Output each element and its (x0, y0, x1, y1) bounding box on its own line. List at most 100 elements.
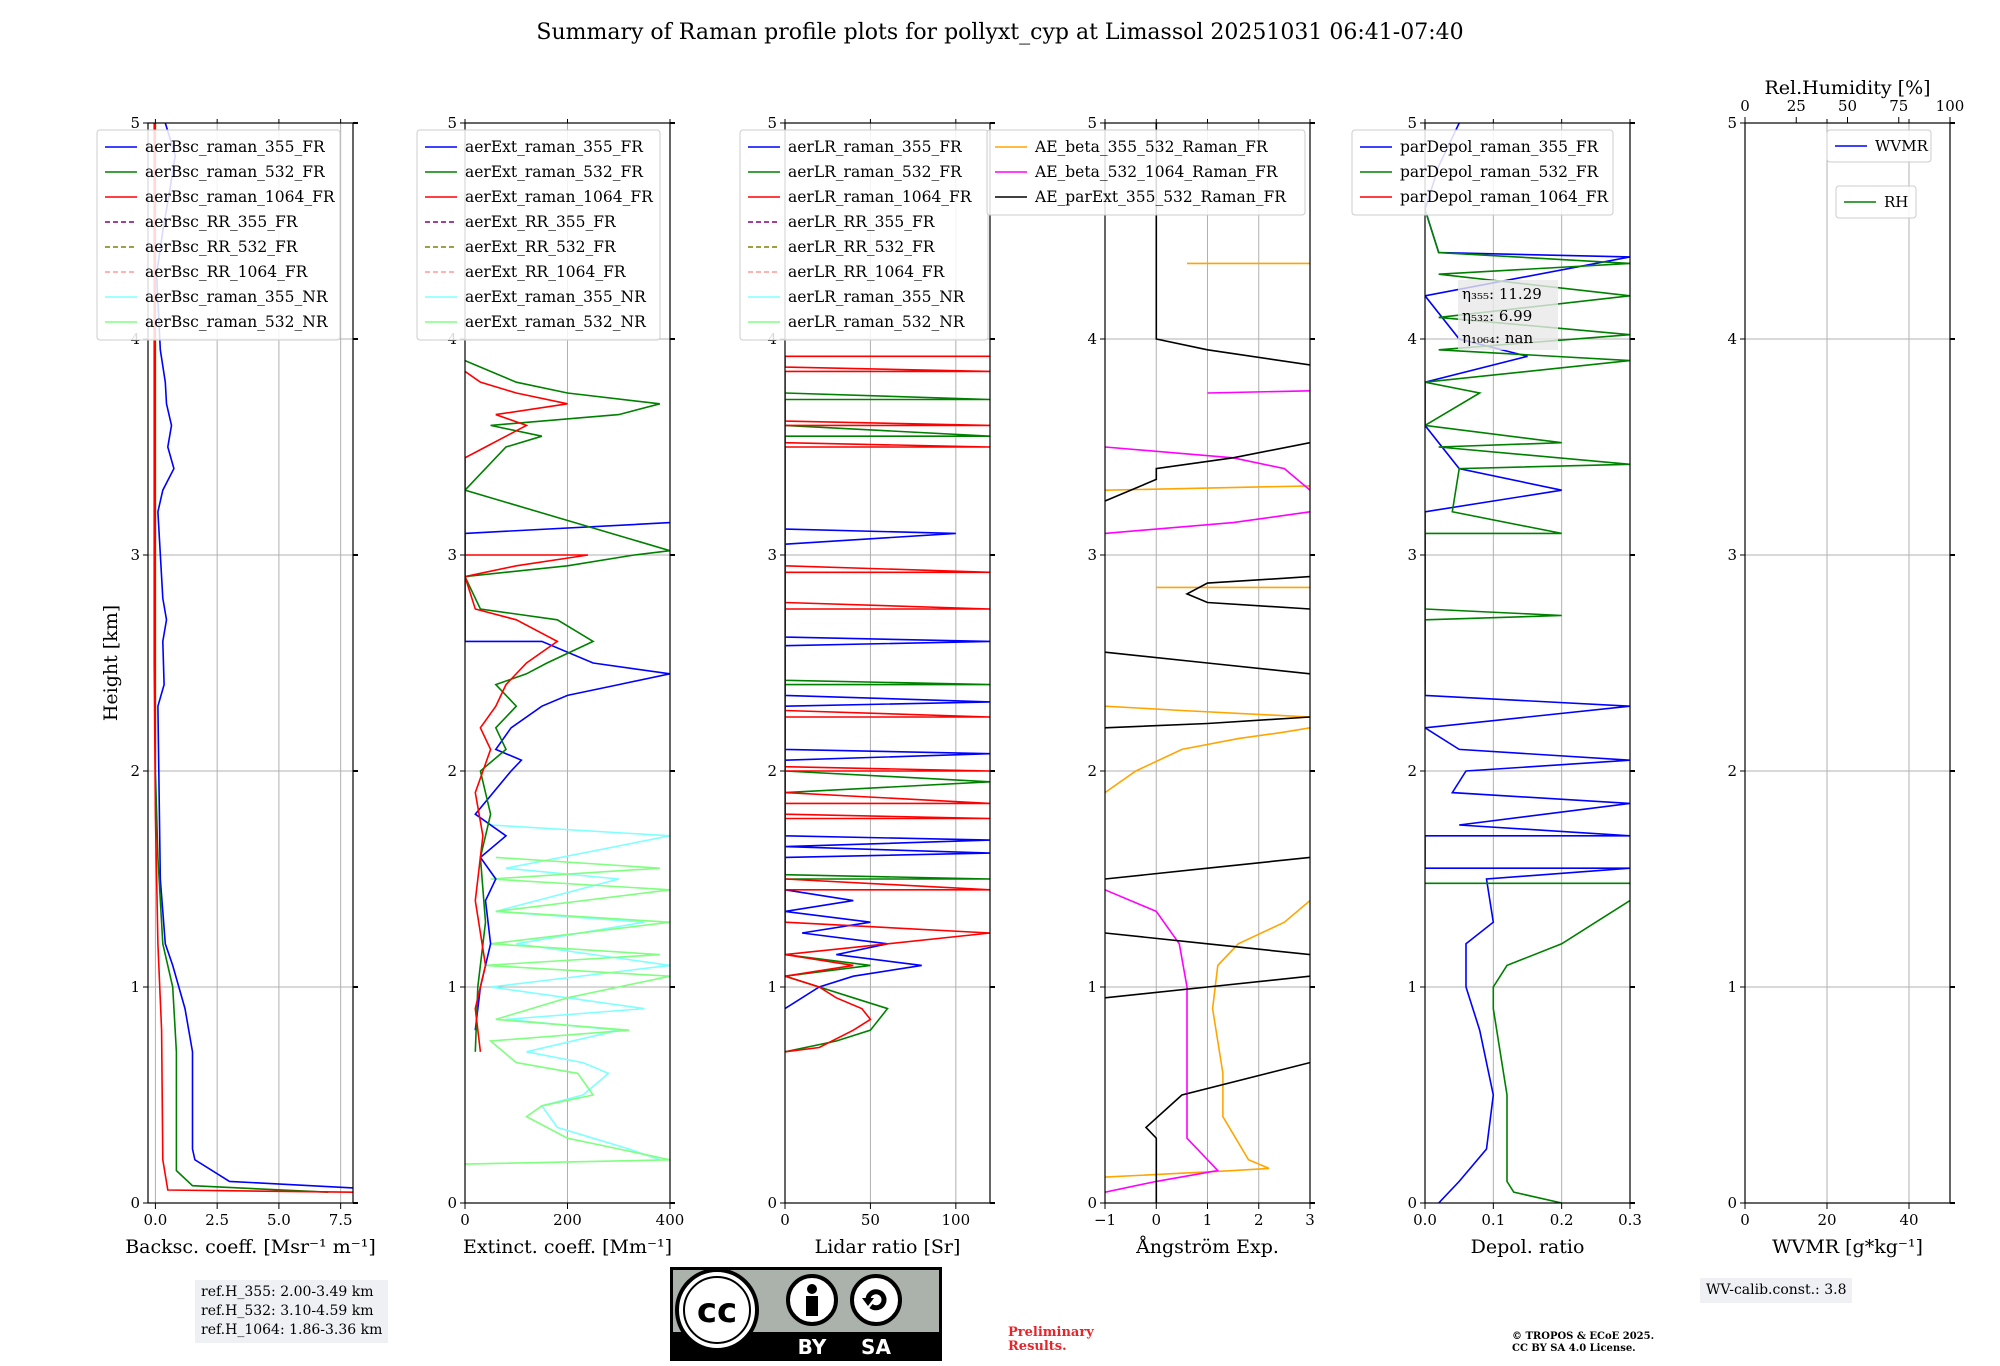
y-tick-label: 5 (1727, 114, 1737, 132)
legend-label: aerLR_raman_355_NR (788, 288, 966, 306)
top-tick-label: 100 (1936, 97, 1965, 115)
axes-frame (1744, 122, 1951, 1204)
by-label: BY (798, 1335, 827, 1359)
legend-label: aerExt_raman_355_NR (465, 288, 647, 306)
top-tick-label: 0 (1740, 97, 1750, 115)
y-tick-label: 3 (1727, 546, 1737, 564)
x-tick-label: 0.0 (143, 1211, 167, 1229)
top-tick-label: 25 (1787, 97, 1806, 115)
y-tick-label: 0 (767, 1194, 777, 1212)
series-line-aerExt_raman_532_NR (465, 856, 670, 1165)
y-tick-label: 4 (1727, 330, 1737, 348)
y-tick-label: 1 (1087, 978, 1097, 996)
x-tick-label: 0.2 (1550, 1211, 1574, 1229)
series-line-aerBsc_raman_1064_FR (153, 123, 353, 1193)
legend-label: aerExt_raman_1064_FR (465, 188, 654, 206)
legend-label: aerBsc_raman_355_NR (145, 288, 329, 306)
legend: parDepol_raman_355_FR parDepol_raman_532_… (1351, 129, 1614, 216)
ref-height-1064: ref.H_1064: 1.86-3.36 km (201, 1322, 383, 1338)
y-axis-label: Height [km] (100, 605, 122, 721)
y-tick-label: 4 (1407, 330, 1417, 348)
legend-label: AE_beta_355_532_Raman_FR (1034, 138, 1269, 156)
y-tick-label: 3 (767, 546, 777, 564)
series-line-parDepol_raman_532_FR (1425, 209, 1630, 1203)
legend-box: RH (1835, 185, 1917, 219)
x-tick-label: 400 (656, 1211, 685, 1229)
legend-label: aerExt_raman_355_FR (465, 138, 644, 156)
series-line-aerLR_raman_1064_FR (785, 355, 990, 1053)
legend-label: parDepol_raman_532_FR (1400, 163, 1600, 181)
legend-label: RH (1884, 193, 1908, 211)
legend-label: AE_beta_532_1064_Raman_FR (1034, 163, 1279, 181)
y-tick-label: 2 (447, 762, 457, 780)
y-tick-label: 4 (1087, 330, 1097, 348)
copyright-note: © TROPOS & ECoE 2025. CC BY SA 4.0 Licen… (1512, 1331, 1654, 1355)
legend-label: aerLR_RR_355_FR (788, 213, 936, 231)
legend-label: AE_parExt_355_532_Raman_FR (1034, 188, 1287, 206)
x-tick-label: −1 (1094, 1211, 1116, 1229)
y-tick-label: 5 (447, 114, 457, 132)
legend-label: aerExt_RR_1064_FR (465, 263, 627, 281)
x-axis-label: Extinct. coeff. [Mm⁻¹] (463, 1236, 672, 1258)
series-line-aerExt_raman_355_NR (490, 824, 670, 1161)
legend-label: aerBsc_RR_1064_FR (145, 263, 309, 281)
eta-background (1458, 280, 1558, 350)
series-line-aerExt_raman_532_FR (465, 359, 670, 1052)
series-line-AE_beta_355_532_Raman_FR (1105, 262, 1310, 1178)
x-tick-label: 0 (1740, 1211, 1750, 1229)
series-line-aerExt_raman_1064_FR (465, 370, 589, 1052)
series-group (1425, 123, 1630, 1203)
legend-label: parDepol_raman_355_FR (1400, 138, 1600, 156)
reference-height-box: ref.H_355: 2.00-3.49 km ref.H_532: 3.10-… (195, 1280, 389, 1343)
eta-label: η₅₃₂: 6.99 (1462, 307, 1532, 325)
series-line-aerBsc_raman_532_FR (154, 123, 329, 1193)
eta-box: η₃₅₅: 11.29 η₅₃₂: 6.99 η₁₀₆₄: nan (1458, 280, 1558, 350)
cc-text: cc (697, 1291, 737, 1331)
x-tick-label: 2 (1254, 1211, 1264, 1229)
y-tick-label: 5 (1407, 114, 1417, 132)
figure-title: Summary of Raman profile plots for polly… (536, 20, 1464, 45)
axes-frame (1424, 122, 1631, 1204)
y-tick-label: 0 (447, 1194, 457, 1212)
eta-label: η₃₅₅: 11.29 (1462, 285, 1542, 303)
series-line-parDepol_raman_355_FR (1425, 123, 1630, 1203)
y-tick-label: 5 (1087, 114, 1097, 132)
ref-height-355: ref.H_355: 2.00-3.49 km (201, 1284, 374, 1300)
x-tick-label: 0.1 (1481, 1211, 1505, 1229)
y-tick-label: 3 (1087, 546, 1097, 564)
legend-label: aerLR_raman_355_FR (788, 138, 963, 156)
x-tick-label: 40 (1899, 1211, 1918, 1229)
panel-ext: 0200400012345Extinct. coeff. [Mm⁻¹]aerEx… (416, 114, 685, 1258)
legend-label: aerExt_RR_532_FR (465, 238, 617, 256)
y-tick-label: 3 (130, 546, 140, 564)
legend-label: aerLR_raman_532_NR (788, 313, 966, 331)
legend-label: WVMR (1875, 137, 1929, 155)
legend-label: aerBsc_raman_532_NR (145, 313, 329, 331)
panel-wv: 0 20 40 0 1 2 3 4 5 WVMR [g*kg⁻¹] 0 25 50 75 100 Rel.Hu… (1727, 77, 1964, 1258)
eta-label: η₁₀₆₄: nan (1462, 329, 1533, 347)
legend-label: aerLR_raman_1064_FR (788, 188, 973, 206)
legend-box: WVMR (1826, 129, 1932, 163)
legend: aerExt_raman_355_FR aerExt_raman_532_FRae… (416, 129, 661, 341)
legend-frame (1826, 129, 1932, 163)
y-tick-label: 0 (130, 1194, 140, 1212)
series-line-aerExt_raman_355_FR (465, 521, 670, 1031)
x-tick-label: 100 (942, 1211, 971, 1229)
y-tick-label: 2 (1407, 762, 1417, 780)
y-tick-label: 1 (767, 978, 777, 996)
y-tick-label: 3 (1407, 546, 1417, 564)
panel-dep: 0.0 0.1 0.2 0.3 0 1 2 3 4 5 Depol. ratio parDepol_r… (1351, 114, 1642, 1258)
sa-arrow-head (862, 1298, 874, 1306)
legend-label: aerExt_raman_532_NR (465, 313, 647, 331)
legend-label: aerBsc_raman_355_FR (145, 138, 326, 156)
legend-frame (1351, 129, 1614, 216)
legend-label: aerLR_raman_532_FR (788, 163, 963, 181)
y-tick-label: 2 (767, 762, 777, 780)
panel-bsc: 0.02.55.07.5012345Backsc. coeff. [Msr⁻¹ … (96, 114, 376, 1258)
ref-height-532: ref.H_532: 3.10-4.59 km (201, 1303, 374, 1319)
cc-by-sa-logo: cc BY SA (670, 1267, 942, 1361)
copyright-line-1: © TROPOS & ECoE 2025. (1512, 1331, 1655, 1342)
y-tick-label: 1 (1727, 978, 1737, 996)
